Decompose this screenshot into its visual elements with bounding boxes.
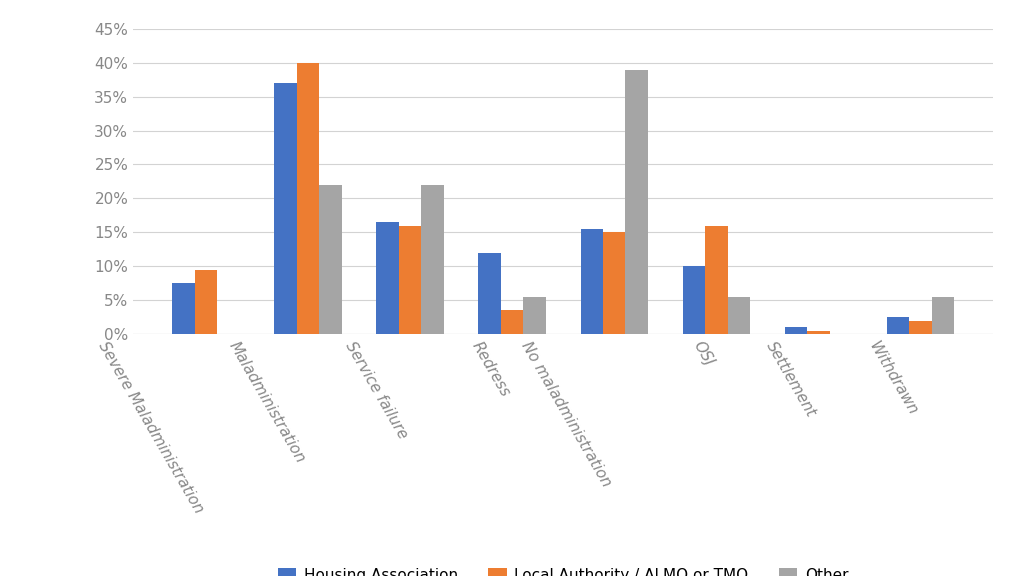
Bar xyxy=(909,320,932,334)
Bar xyxy=(523,297,546,334)
Bar xyxy=(626,70,648,334)
Bar xyxy=(932,297,954,334)
Bar xyxy=(319,185,342,334)
Bar xyxy=(807,331,829,334)
Bar xyxy=(683,266,706,334)
Bar xyxy=(421,185,443,334)
Bar xyxy=(706,226,728,334)
Bar xyxy=(603,232,626,334)
Bar xyxy=(297,63,319,334)
Bar xyxy=(274,83,297,334)
Bar xyxy=(172,283,195,334)
Bar xyxy=(728,297,750,334)
Bar xyxy=(478,253,501,334)
Bar xyxy=(195,270,217,334)
Legend: Housing Association, Local Authority / ALMO or TMO, Other: Housing Association, Local Authority / A… xyxy=(271,562,855,576)
Bar xyxy=(581,229,603,334)
Bar xyxy=(784,327,807,334)
Bar xyxy=(398,226,421,334)
Bar xyxy=(887,317,909,334)
Bar xyxy=(501,310,523,334)
Bar xyxy=(377,222,398,334)
